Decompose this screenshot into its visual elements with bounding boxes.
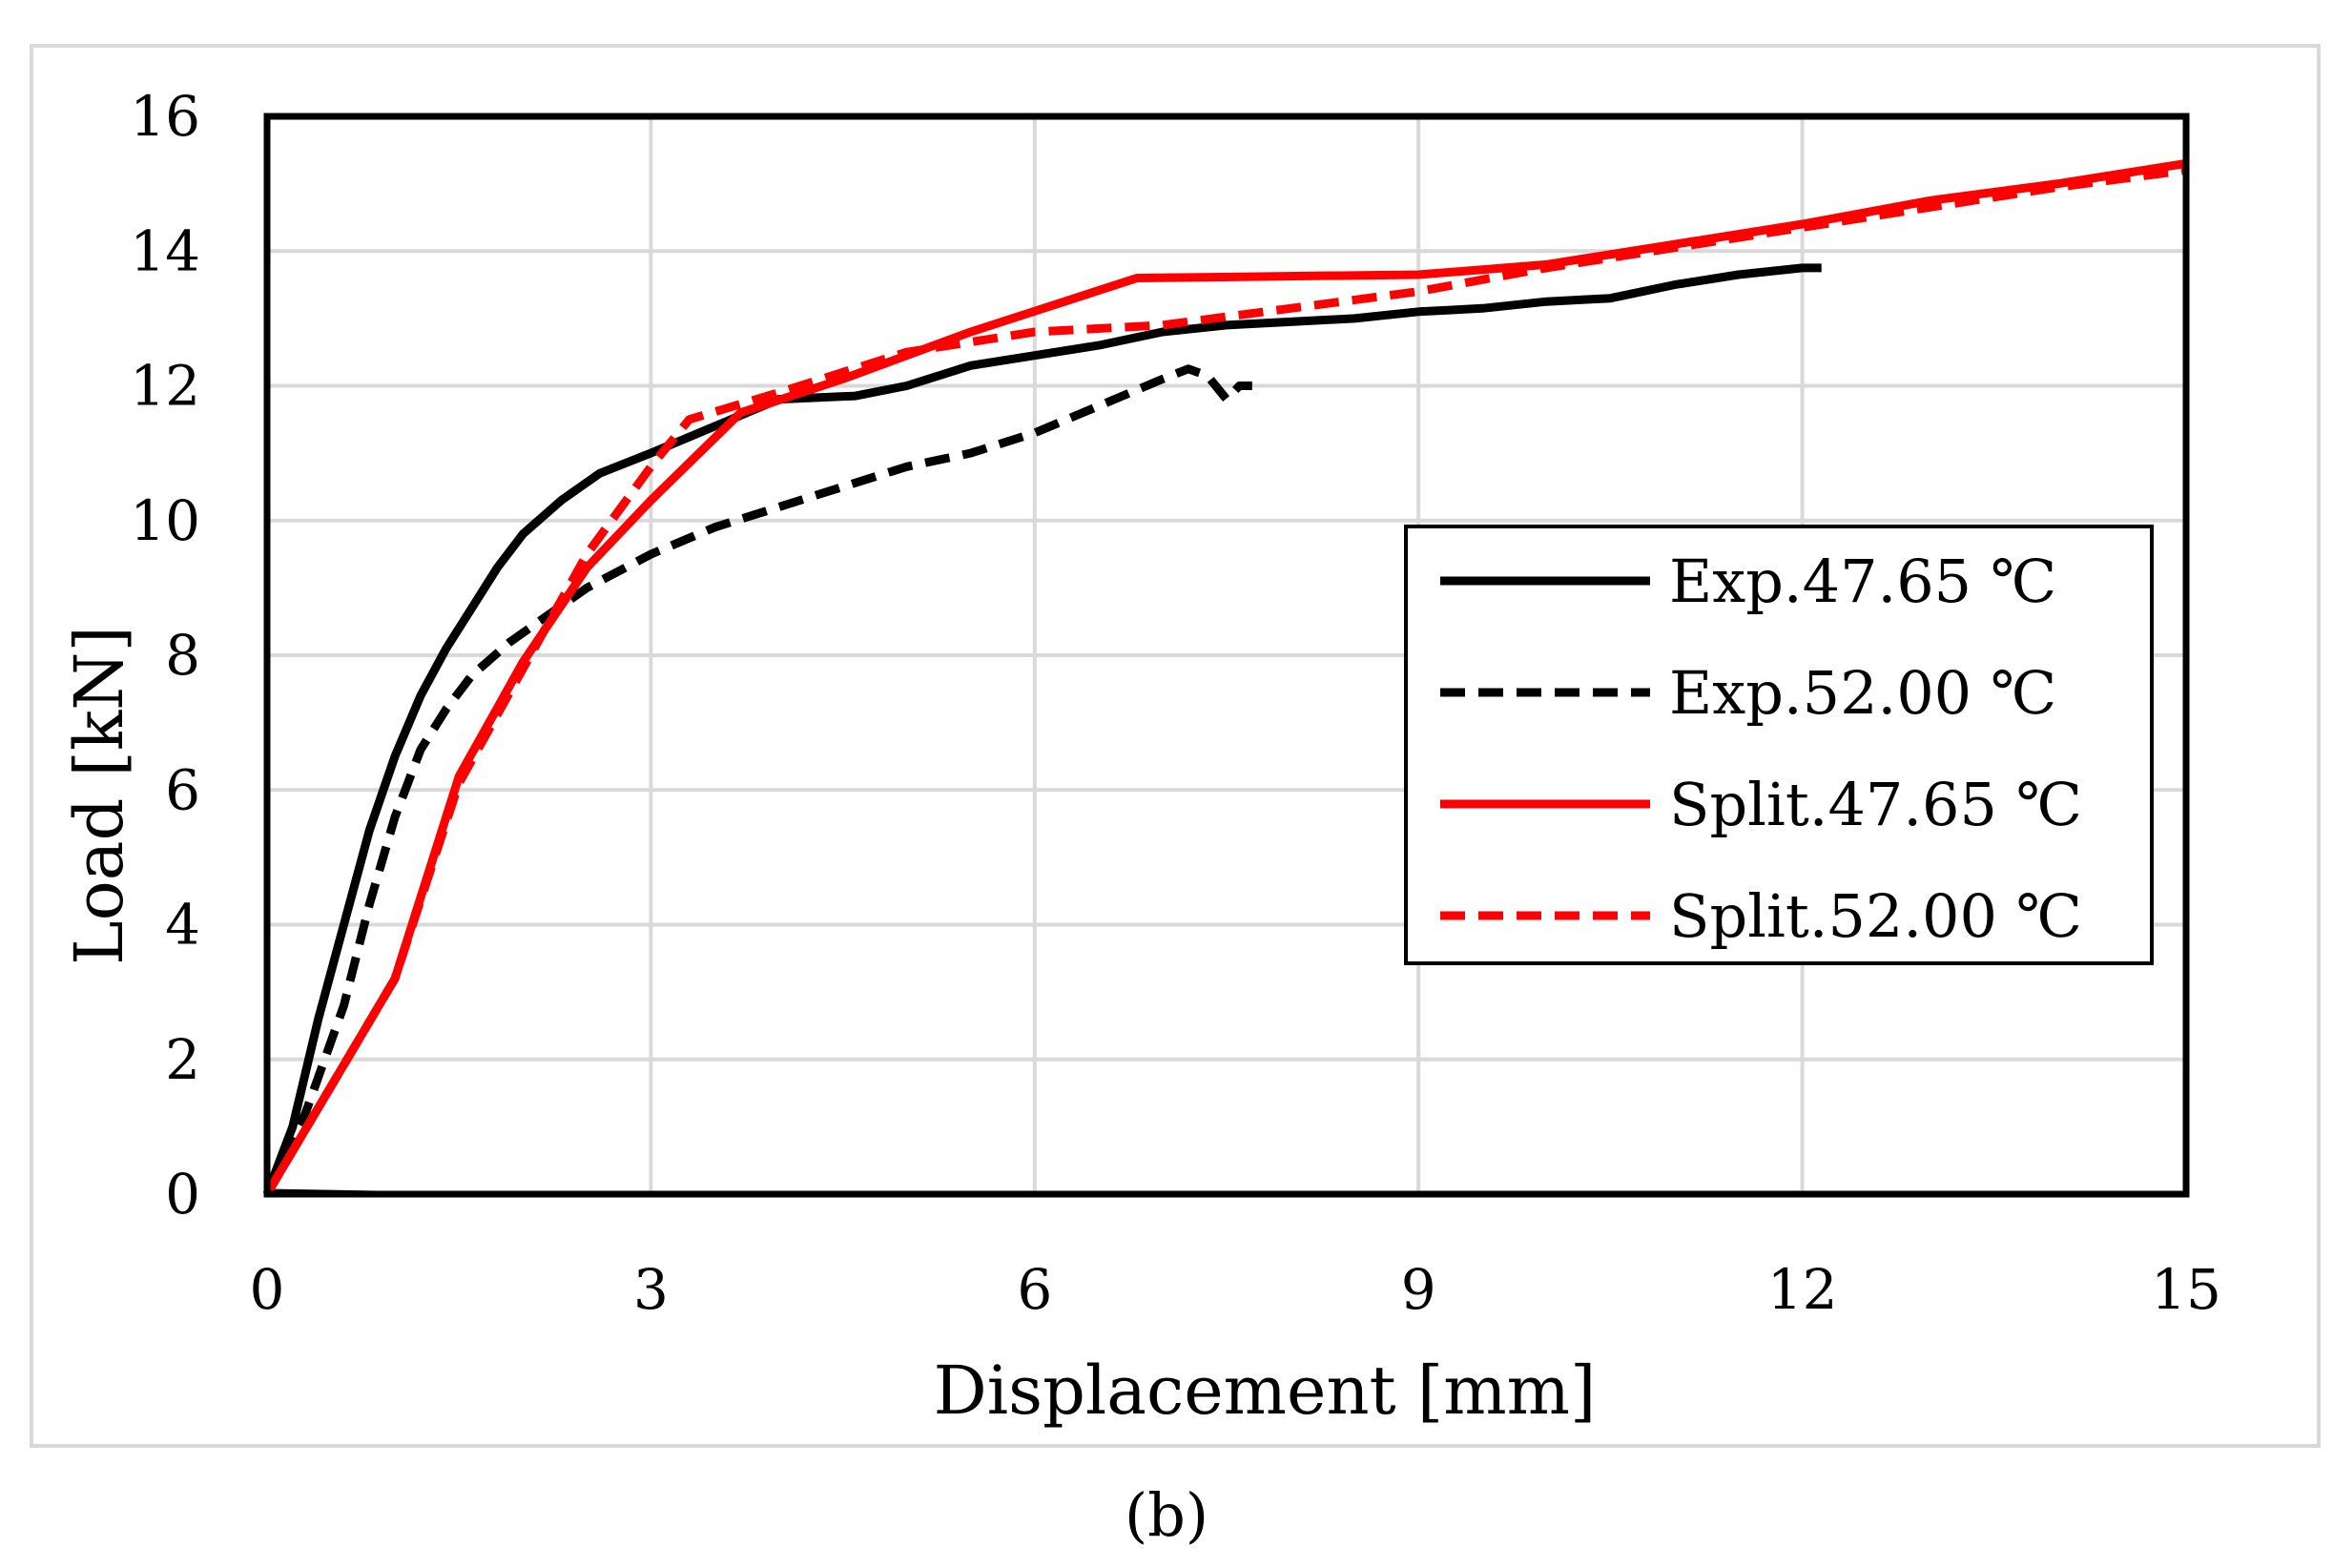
plot-area-frame: [263, 113, 2190, 1198]
series-line-1: [262, 263, 1822, 1196]
y-tick-label: 12: [130, 354, 200, 419]
legend-label-1: Exp.47.65 ℃: [1669, 547, 2056, 616]
x-tick-label: 9: [1401, 1257, 1436, 1322]
y-tick-label: 4: [165, 893, 200, 958]
tick-labels: 0 3 6 9 12 15 0 2 4 6 8 10 12 14 16: [130, 84, 2221, 1322]
x-tick-label: 15: [2151, 1257, 2221, 1322]
y-tick-label: 0: [165, 1162, 200, 1227]
y-tick-label: 10: [130, 488, 200, 553]
legend-label-3: Split.47.65 ℃: [1669, 770, 2082, 839]
legend-label-2: Exp.52.00 ℃: [1669, 658, 2056, 728]
y-tick-label: 14: [130, 218, 200, 283]
x-tick-label: 12: [1767, 1257, 1838, 1322]
x-axis-title: Displacement [mm]: [934, 1351, 1597, 1430]
series-line-2: [262, 364, 1252, 1196]
legend-label-4: Split.52.00 ℃: [1669, 881, 2082, 951]
legend: Exp.47.65 ℃ Exp.52.00 ℃ Split.47.65 ℃ Split…: [1404, 525, 2154, 965]
x-tick-label: 6: [1017, 1257, 1052, 1322]
x-tick-label: 3: [633, 1257, 669, 1322]
y-tick-label: 2: [165, 1027, 200, 1092]
x-tick-label: 0: [250, 1257, 285, 1322]
panel-label: (b): [1125, 1480, 1208, 1550]
y-tick-label: 6: [165, 757, 200, 822]
y-tick-label: 8: [165, 623, 200, 688]
series-line-4: [263, 166, 2187, 1197]
y-tick-label: 16: [130, 84, 200, 149]
y-axis-title: Load [kN]: [60, 626, 138, 965]
legend-box: [1404, 525, 2154, 965]
